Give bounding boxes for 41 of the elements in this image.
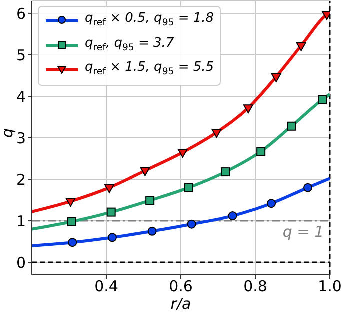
point xyxy=(256,147,266,156)
point xyxy=(68,238,78,248)
y-tick-label: 0 xyxy=(16,254,26,272)
x-tick-label: 0.6 xyxy=(169,278,193,296)
point xyxy=(146,196,155,206)
point xyxy=(221,168,230,177)
point xyxy=(271,73,282,82)
point xyxy=(106,208,116,217)
point xyxy=(184,183,194,192)
x-tick-label: 1.0 xyxy=(318,278,342,296)
point xyxy=(67,217,76,226)
point xyxy=(304,183,313,192)
ref-line-label: q = 1 xyxy=(282,223,324,242)
legend-label: q$_{ref}$ × 1.5, q$_{95}$ = 5.5 xyxy=(85,59,214,80)
y-tick-label: 2 xyxy=(16,170,26,189)
x-tick-label: 0.4 xyxy=(94,278,118,296)
y-tick-label: 4 xyxy=(16,88,26,106)
point xyxy=(228,212,238,221)
y-tick-label: 1 xyxy=(16,212,26,230)
point xyxy=(178,149,188,158)
point xyxy=(296,42,306,52)
legend-label: q$_{ref}$, q$_{95}$ = 3.7 xyxy=(85,34,174,56)
x-tick-label: 0.8 xyxy=(244,278,268,296)
legend-label: q$_{ref}$ × 0.5, q$_{95}$ = 1.8 xyxy=(85,10,214,31)
point xyxy=(267,199,276,208)
point xyxy=(66,198,76,208)
point xyxy=(140,167,150,176)
point xyxy=(287,122,296,131)
y-tick-label: 5 xyxy=(16,46,26,64)
point xyxy=(212,129,222,138)
y-tick-label: 3 xyxy=(16,129,26,148)
point xyxy=(187,220,196,229)
point xyxy=(243,104,254,114)
y-axis-title: q xyxy=(0,128,16,138)
point xyxy=(148,226,157,236)
y-tick-label: 6 xyxy=(16,4,26,23)
line-series xyxy=(32,177,330,248)
point xyxy=(108,233,117,242)
x-axis-title: r/a xyxy=(170,295,192,313)
point xyxy=(318,95,328,104)
point xyxy=(104,184,114,194)
